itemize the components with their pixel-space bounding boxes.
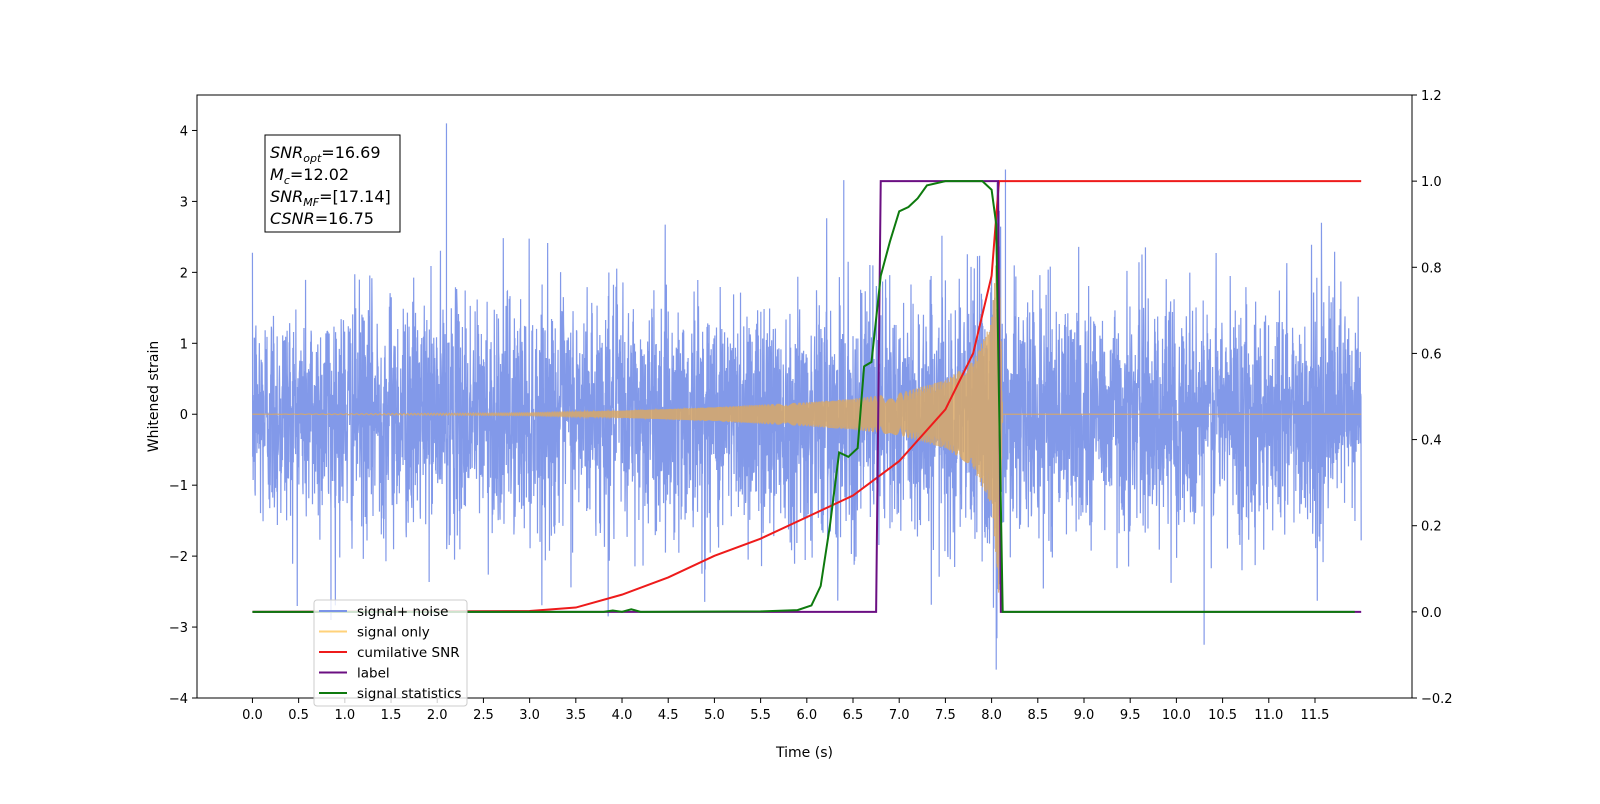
x-tick-label: 6.0 [796,708,817,723]
x-tick-label: 3.5 [565,708,586,723]
y-right-tick-label: 0.2 [1421,520,1442,535]
y-left-tick-label: −1 [169,479,188,494]
annotation-frame [264,134,401,233]
y-right-tick-label: 0.6 [1421,347,1442,362]
x-tick-label: 9.0 [1074,708,1095,723]
x-tick-label: 11.5 [1301,708,1330,723]
x-tick-label: 7.0 [889,708,910,723]
y-left-tick-label: 2 [180,266,188,281]
x-tick-label: 0.5 [288,708,309,723]
annotation-line: SNRMF=[17.14] [270,187,391,209]
x-tick-label: 5.5 [750,708,771,723]
x-tick-label: 7.5 [935,708,956,723]
x-axis-label: Time (s) [775,745,833,761]
y-right-tick-label: 0.8 [1421,261,1442,276]
x-tick-label: 4.5 [658,708,679,723]
y-left-tick-label: −4 [169,692,188,707]
y-right-tick-label: 0.0 [1421,606,1442,621]
x-tick-label: 1.5 [381,708,402,723]
legend-label: cumilative SNR [357,645,460,661]
y-right-tick-label: 1.2 [1421,89,1442,104]
series-signal-statistics-line [252,180,1355,613]
axes-layer: 0.0 0.5 1.0 1.5 2.0 2.5 3.0 3.5 4.0 4.5 5.0 5.5 6.0 6… [146,89,1453,761]
x-tick-label: 8.5 [1027,708,1048,723]
annotation-line: Mc=12.02 [270,165,349,187]
x-tick-label: 0.0 [242,708,263,723]
y-right-tick-label: 0.4 [1421,434,1442,449]
legend: signal+ noise signal only cumilative SNR la… [313,599,468,707]
legend-frame [313,599,468,707]
annotation-line: CSNR=16.75 [270,209,374,228]
annotation-line: SNRopt=16.69 [270,143,381,165]
y-left-tick-label: 0 [180,408,188,423]
x-tick-label: 11.0 [1254,708,1283,723]
x-tick-label: 2.5 [473,708,494,723]
series-signal-only-line [252,231,1362,593]
y-left-tick-label: −2 [169,550,188,565]
annotation-box: SNRopt=16.69Mc=12.02SNRMF=[17.14]CSNR=16… [264,134,401,233]
series-signal-noise-line [251,123,1362,670]
x-tick-label: 6.5 [843,708,864,723]
y-left-tick-label: 3 [180,195,188,210]
x-tick-label: 4.0 [612,708,633,723]
y-right-tick-label: 1.0 [1421,175,1442,190]
legend-label: signal only [357,625,430,641]
x-tick-label: 2.0 [427,708,448,723]
x-tick-label: 5.0 [704,708,725,723]
y-left-tick-label: 1 [180,337,188,352]
x-tick-label: 10.0 [1162,708,1191,723]
y-right-tick-label: −0.2 [1421,692,1453,707]
y-left-tick-label: 4 [180,124,188,139]
y-axis-label: Whitened strain [146,341,162,452]
x-tick-label: 10.5 [1208,708,1237,723]
x-tick-label: 8.0 [981,708,1002,723]
legend-label: signal statistics [357,686,461,702]
x-tick-label: 1.0 [334,708,355,723]
x-tick-label: 9.5 [1120,708,1141,723]
legend-label: label [357,666,390,682]
legend-label: signal+ noise [357,604,448,620]
plot-frame [196,94,1413,699]
series-layer [251,123,1362,670]
x-tick-label: 3.0 [519,708,540,723]
y-left-tick-label: −3 [169,621,188,636]
